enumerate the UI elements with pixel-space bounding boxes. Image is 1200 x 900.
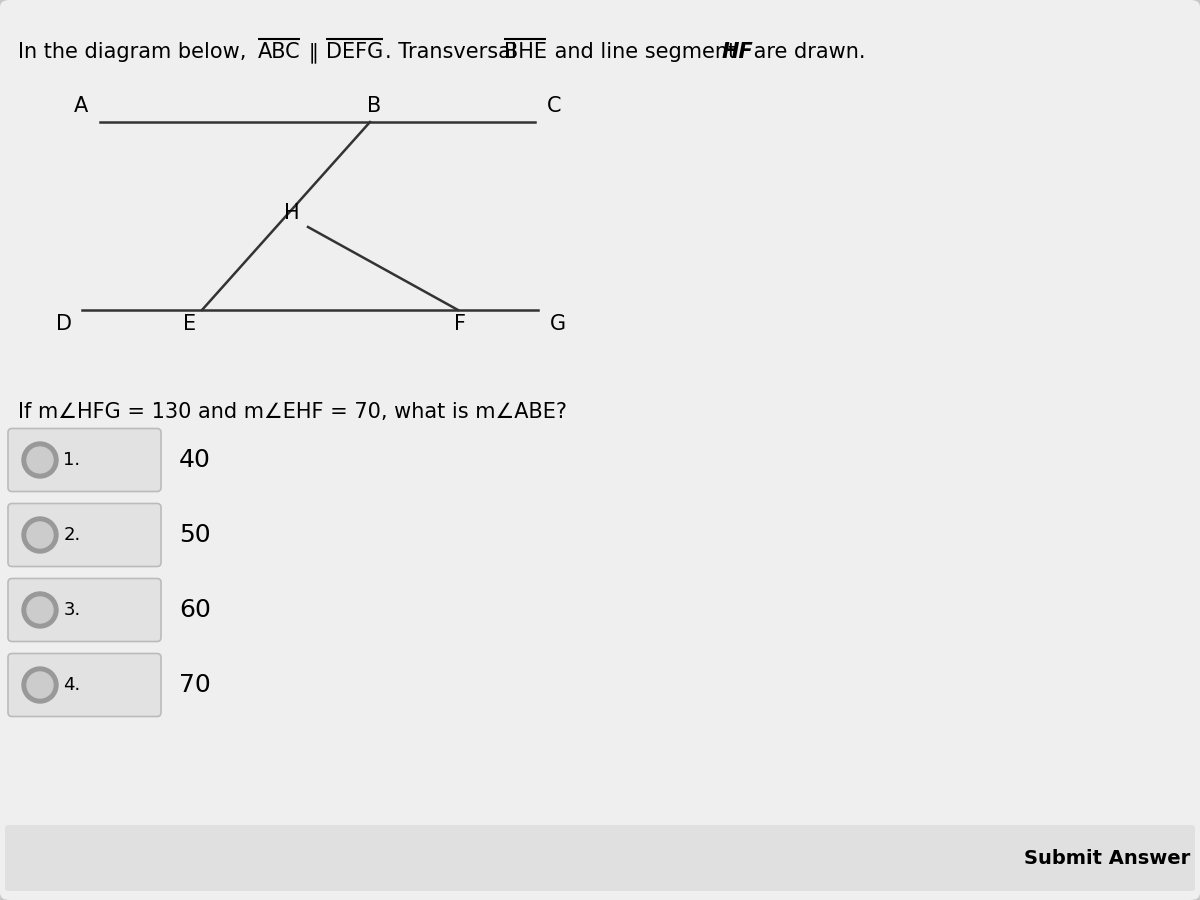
Text: 4.: 4. [64,676,80,694]
Text: C: C [547,96,562,116]
FancyBboxPatch shape [8,653,161,716]
Text: 60: 60 [179,598,211,622]
Text: 70: 70 [179,673,211,697]
Circle shape [28,447,53,473]
Circle shape [22,667,58,703]
Text: 2.: 2. [64,526,80,544]
Text: HF: HF [722,42,754,62]
Text: 40: 40 [179,448,211,472]
Text: 50: 50 [179,523,211,547]
Text: 1.: 1. [64,451,80,469]
FancyBboxPatch shape [8,579,161,642]
Text: B: B [367,96,382,116]
Text: DEFG: DEFG [326,42,383,62]
Text: BHE: BHE [504,42,547,62]
Circle shape [22,517,58,553]
Text: 3.: 3. [64,601,80,619]
Text: . Transversal: . Transversal [385,42,517,62]
Text: If m∠HFG = 130 and m∠EHF = 70, what is m∠ABE?: If m∠HFG = 130 and m∠EHF = 70, what is m… [18,402,568,422]
Circle shape [28,522,53,548]
FancyBboxPatch shape [5,825,1195,891]
Text: Submit Answer: Submit Answer [1024,849,1190,868]
Text: D: D [56,314,72,334]
Text: and line segment: and line segment [548,42,736,62]
Circle shape [22,592,58,628]
Text: E: E [182,314,196,334]
Text: F: F [454,314,466,334]
Circle shape [28,672,53,698]
Text: H: H [284,203,300,223]
Circle shape [22,442,58,478]
Text: A: A [73,96,88,116]
FancyBboxPatch shape [8,428,161,491]
Text: are drawn.: are drawn. [746,42,865,62]
Text: G: G [550,314,566,334]
Text: ABC: ABC [258,42,301,62]
Circle shape [28,597,53,623]
Text: In the diagram below,: In the diagram below, [18,42,246,62]
FancyBboxPatch shape [8,503,161,566]
Text: ∥: ∥ [302,42,325,63]
